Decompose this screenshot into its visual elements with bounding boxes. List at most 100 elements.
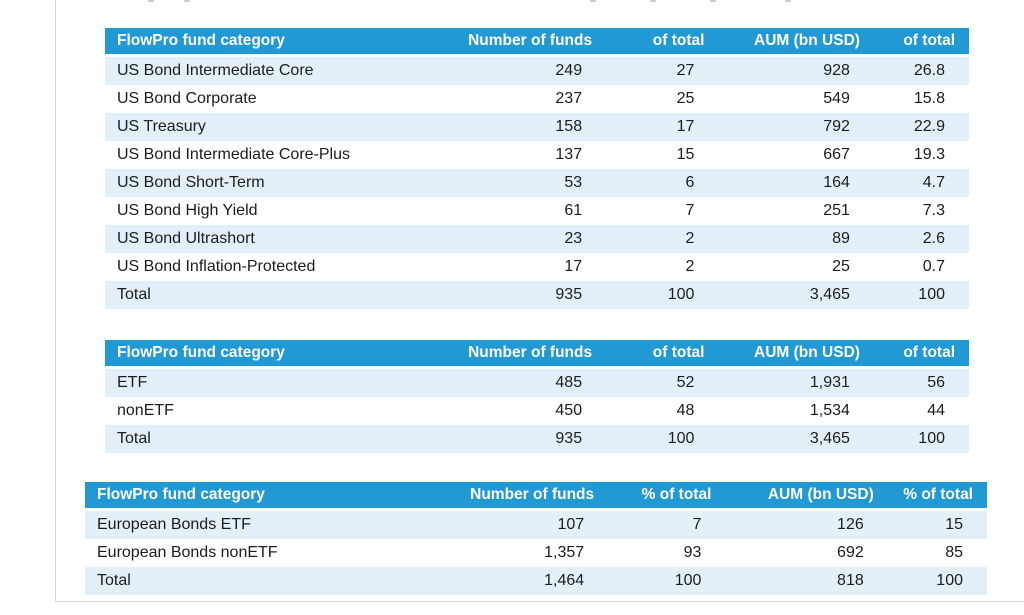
- value-cell: 6: [606, 169, 719, 197]
- column-header: AUM (bn USD): [718, 340, 874, 369]
- value-cell: 25: [718, 253, 874, 281]
- table-row: US Bond Intermediate Core-Plus 137 15 667 19…: [105, 141, 969, 169]
- table-row: ETF 485 52 1,931 56: [105, 369, 969, 397]
- column-header: FlowPro fund category: [85, 482, 419, 511]
- value-cell: 164: [718, 169, 874, 197]
- table-row: European Bonds ETF 107 7 126 15: [85, 511, 987, 539]
- category-cell: ETF: [105, 369, 425, 397]
- table-us-bond-fund-categories: FlowPro fund category Number of funds of t…: [105, 28, 969, 309]
- value-cell: 7: [608, 511, 726, 539]
- value-cell: 15.8: [873, 85, 969, 113]
- data-table-us-bond-fund-categories: FlowPro fund category Number of funds of t…: [105, 28, 969, 309]
- category-cell: European Bonds ETF: [85, 511, 419, 539]
- table-row: US Bond Inflation-Protected 17 2 25 0.7: [105, 253, 969, 281]
- value-cell: 107: [418, 511, 609, 539]
- value-cell: 7.3: [873, 197, 969, 225]
- value-cell: 61: [424, 197, 607, 225]
- value-cell: 1,357: [418, 539, 609, 567]
- category-cell: US Treasury: [105, 113, 425, 141]
- value-cell: 935: [424, 281, 607, 309]
- table-row: European Bonds nonETF 1,357 93 692 85: [85, 539, 987, 567]
- value-cell: 2: [606, 225, 719, 253]
- column-header: Number of funds: [418, 482, 609, 511]
- value-cell: 23: [424, 225, 607, 253]
- column-header: AUM (bn USD): [725, 482, 888, 511]
- value-cell: 0.7: [873, 253, 969, 281]
- column-header: % of total: [608, 482, 726, 511]
- value-cell: 48: [606, 397, 719, 425]
- value-cell: 27: [606, 57, 719, 85]
- value-cell: 17: [606, 113, 719, 141]
- value-cell: 100: [606, 281, 719, 309]
- value-cell: 22.9: [873, 113, 969, 141]
- value-cell: 15: [606, 141, 719, 169]
- category-cell: US Bond Inflation-Protected: [105, 253, 425, 281]
- value-cell: 85: [887, 539, 987, 567]
- cropped-text-fragment: [785, 0, 791, 2]
- value-cell: 251: [718, 197, 874, 225]
- data-table-etf-vs-nonetf: FlowPro fund category Number of funds of t…: [105, 340, 969, 453]
- value-cell: 1,464: [418, 567, 609, 595]
- category-cell: US Bond Intermediate Core-Plus: [105, 141, 425, 169]
- value-cell: 792: [718, 113, 874, 141]
- cropped-text-fragment: [184, 0, 190, 2]
- category-cell: nonETF: [105, 397, 425, 425]
- value-cell: 53: [424, 169, 607, 197]
- value-cell: 17: [424, 253, 607, 281]
- header-row: FlowPro fund category Number of funds of t…: [105, 28, 969, 57]
- category-cell: European Bonds nonETF: [85, 539, 419, 567]
- value-cell: 100: [873, 425, 969, 453]
- category-cell: US Bond Intermediate Core: [105, 57, 425, 85]
- value-cell: 485: [424, 369, 607, 397]
- value-cell: 52: [606, 369, 719, 397]
- value-cell: 1,931: [718, 369, 874, 397]
- value-cell: 100: [608, 567, 726, 595]
- value-cell: 19.3: [873, 141, 969, 169]
- cropped-text-fragment: [710, 0, 716, 2]
- total-row: Total 935 100 3,465 100: [105, 425, 969, 453]
- value-cell: 935: [424, 425, 607, 453]
- column-header: of total: [873, 340, 969, 369]
- category-cell: Total: [105, 425, 425, 453]
- value-cell: 15: [887, 511, 987, 539]
- header-row: FlowPro fund category Number of funds% of…: [85, 482, 987, 511]
- category-cell: Total: [85, 567, 419, 595]
- table-row: US Treasury 158 17 792 22.9: [105, 113, 969, 141]
- value-cell: 249: [424, 57, 607, 85]
- value-cell: 56: [873, 369, 969, 397]
- table-row: US Bond Short-Term 53 6 164 4.7: [105, 169, 969, 197]
- table-row: nonETF 450 48 1,534 44: [105, 397, 969, 425]
- table-row: US Bond Ultrashort 23 2 89 2.6: [105, 225, 969, 253]
- page-edge-bottom-line: [55, 601, 1024, 602]
- value-cell: 1,534: [718, 397, 874, 425]
- cropped-text-fragment: [590, 0, 596, 2]
- category-cell: US Bond High Yield: [105, 197, 425, 225]
- table-row: US Bond Intermediate Core 249 27 928 26.8: [105, 57, 969, 85]
- value-cell: 7: [606, 197, 719, 225]
- category-cell: US Bond Corporate: [105, 85, 425, 113]
- cropped-text-fragment: [148, 0, 154, 2]
- value-cell: 4.7: [873, 169, 969, 197]
- category-cell: Total: [105, 281, 425, 309]
- value-cell: 450: [424, 397, 607, 425]
- value-cell: 126: [725, 511, 888, 539]
- data-table-european-bonds: FlowPro fund category Number of funds% of…: [85, 482, 987, 595]
- table-row: US Bond Corporate 237 25 549 15.8: [105, 85, 969, 113]
- value-cell: 26.8: [873, 57, 969, 85]
- column-header: % of total: [887, 482, 987, 511]
- value-cell: 137: [424, 141, 607, 169]
- column-header: Number of funds: [424, 28, 607, 57]
- column-header: of total: [606, 28, 719, 57]
- page-edge-left-line: [55, 0, 56, 601]
- value-cell: 667: [718, 141, 874, 169]
- value-cell: 818: [725, 567, 888, 595]
- column-header: of total: [873, 28, 969, 57]
- column-header: Number of funds: [424, 340, 607, 369]
- total-row: Total 935 100 3,465 100: [105, 281, 969, 309]
- value-cell: 692: [725, 539, 888, 567]
- table-etf-vs-nonetf: FlowPro fund category Number of funds of t…: [105, 340, 969, 453]
- total-row: Total 1,464 100 818 100: [85, 567, 987, 595]
- column-header: of total: [606, 340, 719, 369]
- value-cell: 158: [424, 113, 607, 141]
